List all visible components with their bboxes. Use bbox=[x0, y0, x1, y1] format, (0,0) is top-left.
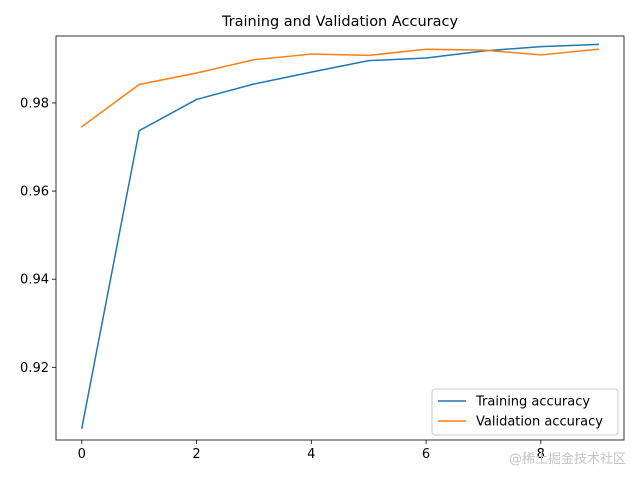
legend-label-validation-accuracy: Validation accuracy bbox=[476, 415, 603, 430]
y-tick-label: 0.96 bbox=[20, 185, 49, 200]
watermark: @稀土掘金技术社区 bbox=[509, 448, 626, 467]
x-tick-label: 0 bbox=[78, 447, 86, 462]
legend-label-training-accuracy: Training accuracy bbox=[475, 395, 590, 410]
x-tick-label: 6 bbox=[422, 447, 430, 462]
plot-area bbox=[56, 36, 624, 440]
x-tick-label: 2 bbox=[192, 447, 200, 462]
y-tick-label: 0.92 bbox=[20, 361, 49, 376]
x-tick-label: 4 bbox=[307, 447, 315, 462]
chart-title: Training and Validation Accuracy bbox=[221, 14, 459, 30]
y-tick-label: 0.98 bbox=[20, 96, 49, 111]
y-tick-label: 0.94 bbox=[20, 273, 49, 288]
legend: Training accuracy Validation accuracy bbox=[432, 389, 618, 435]
